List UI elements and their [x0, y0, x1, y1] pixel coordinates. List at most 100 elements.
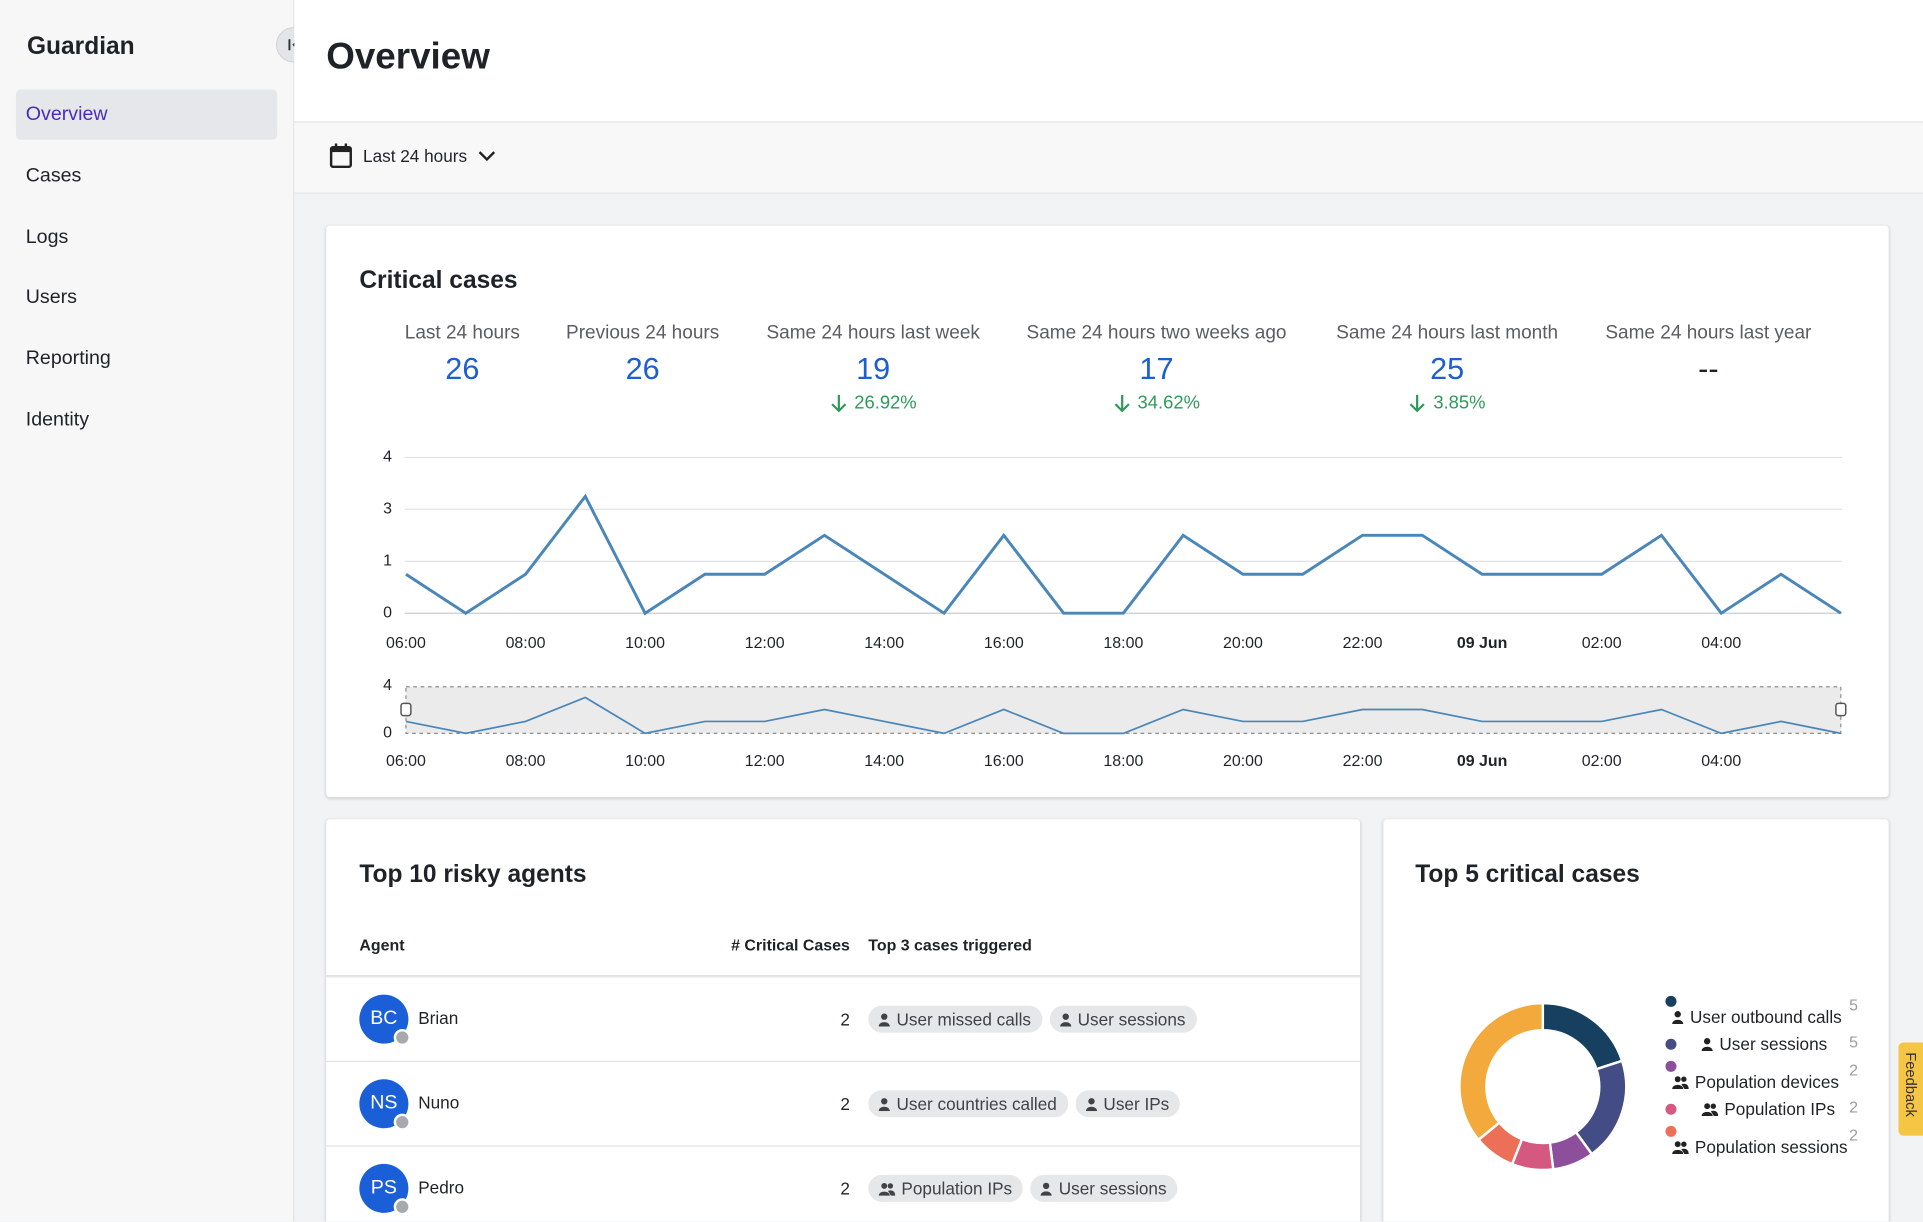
- legend: User outbound calls 5 User sessions 5 Popula…: [1662, 995, 1861, 1163]
- change-label: 26.92%: [854, 392, 917, 414]
- icon-part: [1062, 1012, 1069, 1020]
- card-title: Critical cases: [359, 267, 518, 295]
- case-count: 2: [840, 1093, 850, 1114]
- stat-change: 34.62%: [1027, 392, 1287, 413]
- status-dot: [393, 1198, 411, 1216]
- card-title: Top 10 risky agents: [359, 860, 587, 888]
- stat-label: Previous 24 hours: [566, 322, 720, 344]
- stat-label: Last 24 hours: [404, 322, 520, 344]
- icon-part: [1703, 1037, 1711, 1044]
- calendar-icon: [329, 143, 352, 169]
- icon-part: [1085, 1106, 1097, 1111]
- legend-dot: [1665, 995, 1677, 1007]
- stat-label: Same 24 hours last week: [766, 322, 980, 344]
- user-icon: [1040, 1182, 1053, 1196]
- nav-item[interactable]: Identity: [25, 409, 90, 431]
- icon-part: [1674, 1010, 1681, 1017]
- agent-name: Pedro: [418, 1177, 465, 1197]
- feedback-tab[interactable]: Feedback: [1898, 1042, 1923, 1136]
- population-icon: [1672, 1075, 1689, 1089]
- icon-part: [1674, 1140, 1681, 1147]
- tag[interactable]: User countries called: [868, 1090, 1068, 1118]
- user-icon: [1085, 1097, 1097, 1111]
- sidebar: Guardian Overview Cases Logs Users Reporting…: [0, 0, 295, 1222]
- stat-value: 19: [856, 351, 891, 387]
- legend-name: User outbound calls: [1672, 1007, 1842, 1026]
- user-icon: [1059, 1012, 1071, 1026]
- stat-value: 26: [625, 351, 660, 387]
- arrow-part: [1114, 394, 1130, 412]
- legend-dot: [1665, 1125, 1677, 1137]
- legend-item: Population sessions 2: [1662, 1125, 1861, 1157]
- tag[interactable]: User IPs: [1075, 1090, 1181, 1118]
- stat-label: Same 24 hours last year: [1605, 322, 1812, 344]
- stat-value: 25: [1430, 351, 1465, 387]
- tag-label: User IPs: [1103, 1093, 1170, 1114]
- icon-part: [1059, 1021, 1071, 1026]
- table-row: PS Pedro 2 Population IPs User sessions: [326, 1145, 1361, 1221]
- legend-item: User outbound calls 5: [1662, 995, 1861, 1026]
- icon-part: [881, 1182, 888, 1189]
- icon-part: [1040, 1190, 1053, 1196]
- legend-value: 5: [1849, 995, 1858, 1015]
- legend-text: Population devices: [1694, 1071, 1840, 1092]
- nav-item[interactable]: Reporting: [25, 348, 111, 370]
- legend-value: 2: [1849, 1125, 1858, 1145]
- legend-dot: [1665, 1038, 1677, 1050]
- icon-part: [1681, 1075, 1687, 1082]
- icon-part: [1710, 1102, 1716, 1109]
- down-arrow: [1409, 394, 1425, 412]
- nav-item[interactable]: Logs: [25, 226, 69, 248]
- tag-label: Population IPs: [901, 1178, 1013, 1199]
- tag-label: User sessions: [1077, 1009, 1186, 1029]
- arrow-part: [830, 394, 846, 412]
- tags: Population IPs User sessions: [868, 1174, 1178, 1202]
- stat: Same 24 hours last week 19 26.92%: [766, 323, 979, 414]
- column-header: Agent: [359, 935, 405, 955]
- brand: Guardian: [26, 33, 135, 61]
- icon-part: [881, 1097, 888, 1104]
- feedback-label: Feedback: [1902, 1052, 1920, 1117]
- stat-value: 17: [1139, 351, 1174, 387]
- stat-label: Same 24 hours two weeks ago: [1026, 322, 1287, 344]
- tag[interactable]: User missed calls: [868, 1005, 1043, 1033]
- table-row: BC Brian 2 User missed calls User sessions: [326, 976, 1361, 1062]
- nav-item[interactable]: Cases: [25, 165, 82, 187]
- tag[interactable]: Population IPs: [868, 1174, 1024, 1202]
- icon-part: [878, 1021, 890, 1026]
- column-header: Top 3 cases triggered: [868, 935, 1032, 955]
- user-icon: [878, 1097, 890, 1111]
- legend-value: 5: [1849, 1032, 1858, 1052]
- nav-item[interactable]: Users: [25, 287, 77, 309]
- icon-part: [1681, 1140, 1687, 1147]
- legend-name: Population IPs: [1701, 1098, 1836, 1119]
- icon-part: [1672, 1019, 1684, 1024]
- time-filter[interactable]: Last 24 hours: [329, 142, 497, 169]
- agent-name: Brian: [418, 1008, 459, 1028]
- icon-part: [1672, 1149, 1684, 1154]
- tag[interactable]: User sessions: [1049, 1005, 1197, 1033]
- tag[interactable]: User sessions: [1030, 1174, 1178, 1202]
- icon-part: [887, 1182, 894, 1189]
- legend-text: User sessions: [1719, 1033, 1828, 1054]
- case-count: 2: [840, 1009, 850, 1029]
- tags: User missed calls User sessions: [868, 1005, 1197, 1033]
- icon-part: [1681, 1083, 1689, 1089]
- stat-value: 26: [445, 351, 480, 387]
- legend-text: Population sessions: [1694, 1136, 1848, 1157]
- tags: User countries called User IPs: [868, 1090, 1181, 1118]
- stat: Previous 24 hours 26: [566, 323, 719, 389]
- icon-part: [1043, 1182, 1050, 1189]
- icon-part: [1674, 1075, 1681, 1082]
- legend-name: Population devices: [1672, 1071, 1840, 1092]
- card-title: Top 5 critical cases: [1415, 860, 1640, 888]
- icon-part: [1701, 1046, 1713, 1051]
- nav-item[interactable]: Overview: [15, 89, 278, 140]
- legend-dot: [1665, 1103, 1677, 1115]
- filter-label: Last 24 hours: [363, 145, 468, 166]
- legend-text: Population IPs: [1724, 1098, 1836, 1119]
- icon-part: [881, 1012, 888, 1020]
- tag-label: User missed calls: [896, 1009, 1032, 1029]
- population-icon: [1672, 1140, 1689, 1154]
- filter-bar: Last 24 hours: [294, 122, 1923, 194]
